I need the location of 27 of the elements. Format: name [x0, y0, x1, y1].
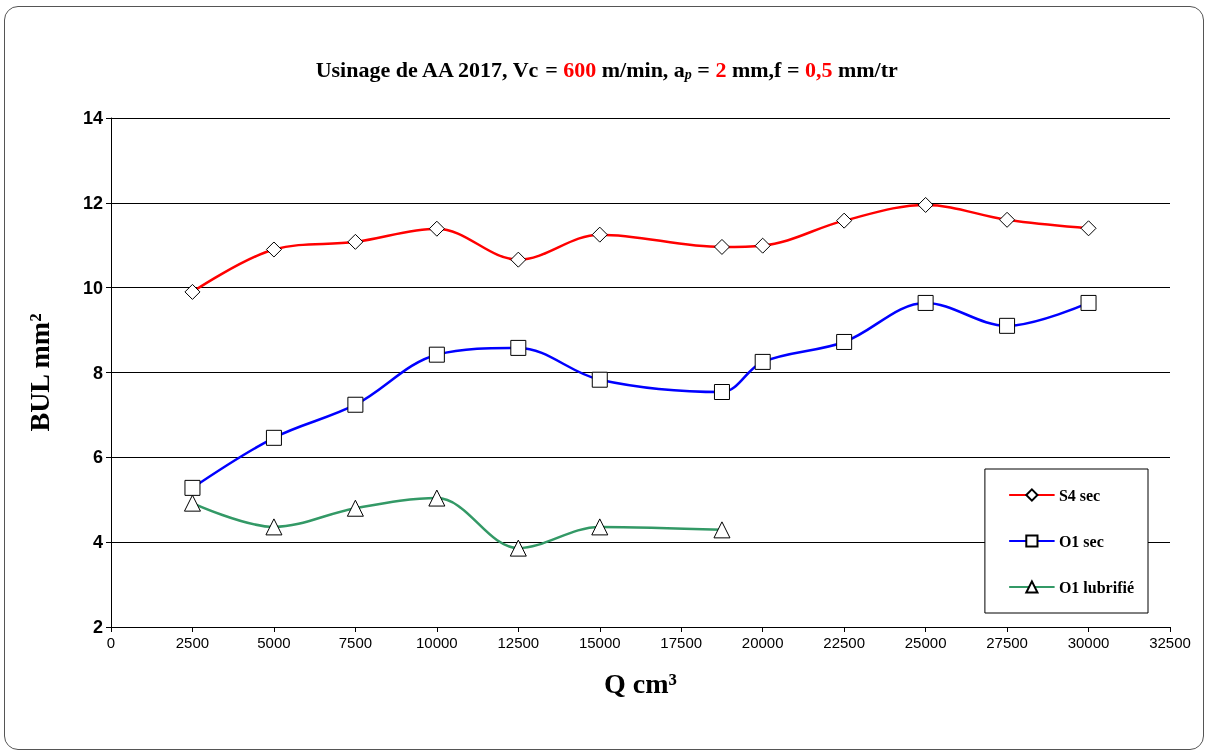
legend-label: O1 sec — [1058, 532, 1104, 550]
y-tick-label: 8 — [92, 362, 103, 383]
x-tick-label: 32500 — [1149, 634, 1191, 651]
x-tick-label: 7500 — [338, 634, 373, 651]
legend-label: O1 lubrifié — [1058, 578, 1134, 596]
x-tick-label: 22500 — [823, 634, 866, 651]
x-tick-label: 12500 — [497, 634, 540, 651]
x-tick-label: 2500 — [175, 634, 210, 651]
y-tick-label: 6 — [92, 447, 103, 468]
y-tick-label: 2 — [92, 617, 103, 637]
y-axis-title: BUL mm² — [23, 313, 55, 432]
chart-title: Usinage de AA 2017, Vc = 600 m/min, ap = 2 mm,f = 0,5 mm/tr — [315, 56, 898, 82]
x-tick-label: 15000 — [578, 634, 621, 651]
x-axis-title: Q cm³ — [604, 667, 677, 699]
legend-label: S4 sec — [1058, 486, 1101, 504]
x-tick-label: 27500 — [986, 634, 1028, 651]
x-tick-label: 10000 — [415, 634, 458, 651]
y-tick-label: 14 — [82, 108, 103, 128]
x-tick-label: 20000 — [741, 634, 784, 651]
x-tick-label: 30000 — [1067, 634, 1110, 651]
x-tick-label: 0 — [106, 634, 116, 651]
y-tick-label: 4 — [92, 532, 103, 553]
y-tick-label: 12 — [82, 192, 103, 213]
y-tick-label: 10 — [82, 277, 103, 298]
x-tick-label: 17500 — [660, 634, 703, 651]
x-tick-label: 25000 — [904, 634, 947, 651]
x-tick-label: 5000 — [257, 634, 291, 651]
